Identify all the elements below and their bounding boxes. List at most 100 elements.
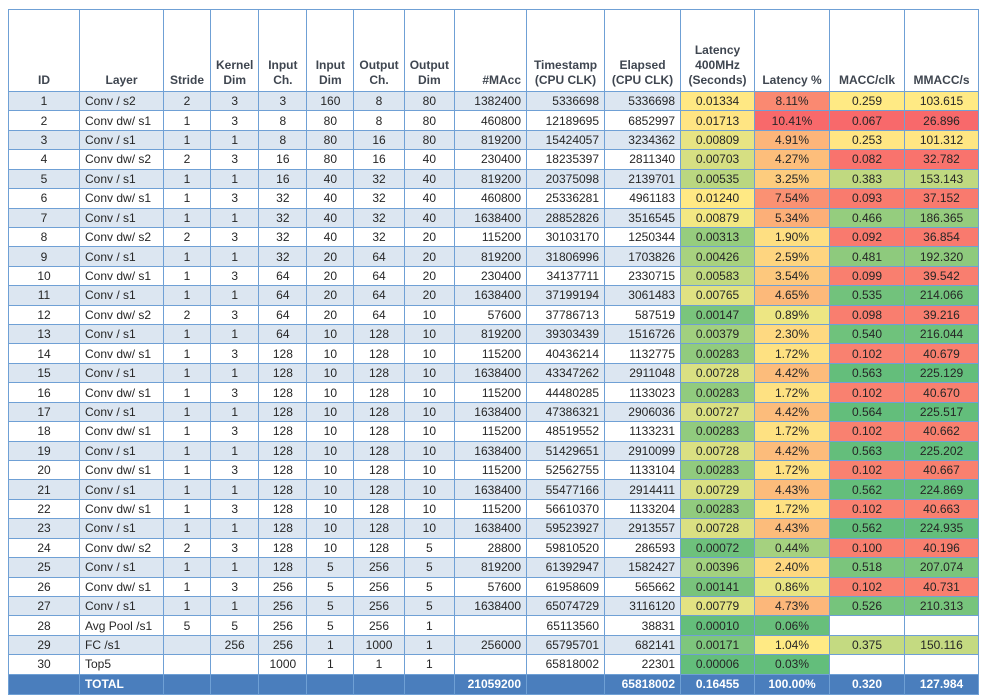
cell-elapsed[interactable]: 1250344 xyxy=(604,226,682,248)
cell-input-dim[interactable]: 10 xyxy=(306,440,355,462)
cell-macc-per-clk[interactable]: 0.562 xyxy=(829,518,906,539)
cell-layer[interactable]: Conv dw/ s1 xyxy=(79,265,164,287)
cell-mmacc-per-s[interactable]: 40.662 xyxy=(904,421,980,442)
cell-stride[interactable]: 2 xyxy=(163,537,211,559)
cell-layer[interactable]: Conv / s1 xyxy=(79,518,164,539)
cell-latency-pct[interactable]: 4.42% xyxy=(754,440,831,462)
cell-output-dim[interactable]: 5 xyxy=(403,576,456,597)
cell-macc[interactable]: 460800 xyxy=(454,110,528,131)
cell-mmacc-per-s[interactable]: 40.731 xyxy=(904,576,980,597)
cell-id[interactable]: 2 xyxy=(8,110,80,131)
cell-kernel-dim[interactable]: 256 xyxy=(209,634,260,656)
cell-stride[interactable]: 1 xyxy=(163,265,211,287)
cell-kernel-dim[interactable]: 3 xyxy=(209,149,260,170)
cell-input-ch[interactable]: 8 xyxy=(258,129,308,151)
cell-layer[interactable]: Conv / s1 xyxy=(79,362,164,384)
cell-macc[interactable]: 1638400 xyxy=(454,401,528,423)
cell-stride[interactable] xyxy=(163,654,211,675)
cell-latency-pct[interactable]: 4.43% xyxy=(754,479,831,500)
cell-id[interactable]: 15 xyxy=(8,362,80,384)
cell-macc[interactable]: 819200 xyxy=(454,324,528,345)
cell-latency-pct[interactable]: 3.54% xyxy=(754,265,831,287)
cell-input-ch[interactable]: 128 xyxy=(258,401,308,423)
cell-output-ch[interactable]: 256 xyxy=(353,576,405,597)
cell-kernel-dim[interactable]: 1 xyxy=(209,324,260,345)
cell-stride[interactable]: 1 xyxy=(163,246,211,267)
cell-output-dim[interactable]: 40 xyxy=(403,168,456,190)
cell-output-ch[interactable]: 128 xyxy=(353,498,405,520)
total-cell-macc[interactable]: 21059200 xyxy=(454,673,528,695)
cell-input-ch[interactable]: 64 xyxy=(258,324,308,345)
cell-output-dim[interactable]: 40 xyxy=(403,207,456,228)
cell-output-ch[interactable]: 128 xyxy=(353,460,405,481)
cell-kernel-dim[interactable]: 3 xyxy=(209,421,260,442)
cell-id[interactable]: 14 xyxy=(8,343,80,364)
cell-id[interactable]: 13 xyxy=(8,324,80,345)
cell-stride[interactable]: 1 xyxy=(163,576,211,597)
cell-elapsed[interactable]: 22301 xyxy=(604,654,682,675)
cell-timestamp[interactable]: 30103170 xyxy=(526,226,606,248)
cell-input-dim[interactable]: 10 xyxy=(306,343,355,364)
cell-output-dim[interactable]: 10 xyxy=(403,401,456,423)
cell-input-dim[interactable]: 5 xyxy=(306,557,355,578)
column-header-macc[interactable]: #MAcc xyxy=(454,9,528,92)
column-header-input-ch[interactable]: Input Ch. xyxy=(258,9,308,92)
cell-macc[interactable]: 115200 xyxy=(454,460,528,481)
cell-latency-pct[interactable]: 1.72% xyxy=(754,343,831,364)
cell-timestamp[interactable]: 59810520 xyxy=(526,537,606,559)
cell-latency-seconds[interactable]: 0.00728 xyxy=(680,440,756,462)
cell-elapsed[interactable]: 2139701 xyxy=(604,168,682,190)
cell-id[interactable]: 19 xyxy=(8,440,80,462)
total-cell-elapsed[interactable]: 65818002 xyxy=(604,673,682,695)
cell-kernel-dim[interactable]: 1 xyxy=(209,440,260,462)
column-header-layer[interactable]: Layer xyxy=(79,9,164,92)
cell-macc[interactable]: 1638400 xyxy=(454,595,528,617)
cell-latency-seconds[interactable]: 0.00728 xyxy=(680,362,756,384)
cell-kernel-dim[interactable]: 3 xyxy=(209,304,260,326)
cell-latency-seconds[interactable]: 0.00147 xyxy=(680,304,756,326)
cell-id[interactable]: 6 xyxy=(8,188,80,209)
cell-output-ch[interactable]: 128 xyxy=(353,537,405,559)
cell-stride[interactable]: 1 xyxy=(163,382,211,403)
cell-elapsed[interactable]: 2811340 xyxy=(604,149,682,170)
cell-stride[interactable]: 1 xyxy=(163,285,211,306)
cell-latency-pct[interactable]: 4.42% xyxy=(754,401,831,423)
cell-macc[interactable]: 230400 xyxy=(454,149,528,170)
cell-input-dim[interactable]: 10 xyxy=(306,498,355,520)
cell-output-dim[interactable]: 5 xyxy=(403,537,456,559)
cell-mmacc-per-s[interactable]: 40.196 xyxy=(904,537,980,559)
cell-stride[interactable]: 1 xyxy=(163,440,211,462)
cell-macc[interactable] xyxy=(454,615,528,636)
cell-output-dim[interactable]: 20 xyxy=(403,246,456,267)
cell-latency-seconds[interactable]: 0.00703 xyxy=(680,149,756,170)
column-header-mmacc-per-s[interactable]: MMACC/s xyxy=(904,9,980,92)
cell-input-dim[interactable]: 1 xyxy=(306,634,355,656)
cell-timestamp[interactable]: 56610370 xyxy=(526,498,606,520)
cell-kernel-dim[interactable]: 3 xyxy=(209,537,260,559)
total-cell-timestamp[interactable] xyxy=(526,673,606,695)
cell-layer[interactable]: Conv / s1 xyxy=(79,207,164,228)
cell-elapsed[interactable]: 38831 xyxy=(604,615,682,636)
cell-mmacc-per-s[interactable]: 186.365 xyxy=(904,207,980,228)
cell-timestamp[interactable]: 12189695 xyxy=(526,110,606,131)
cell-kernel-dim[interactable]: 5 xyxy=(209,615,260,636)
cell-latency-seconds[interactable]: 0.00141 xyxy=(680,576,756,597)
cell-latency-pct[interactable]: 7.54% xyxy=(754,188,831,209)
cell-mmacc-per-s[interactable]: 32.782 xyxy=(904,149,980,170)
cell-id[interactable]: 9 xyxy=(8,246,80,267)
cell-latency-pct[interactable]: 2.59% xyxy=(754,246,831,267)
cell-stride[interactable]: 1 xyxy=(163,460,211,481)
cell-elapsed[interactable]: 1133023 xyxy=(604,382,682,403)
cell-id[interactable]: 11 xyxy=(8,285,80,306)
cell-macc-per-clk[interactable]: 0.082 xyxy=(829,149,906,170)
cell-stride[interactable]: 1 xyxy=(163,518,211,539)
cell-macc[interactable]: 28800 xyxy=(454,537,528,559)
cell-output-ch[interactable]: 128 xyxy=(353,382,405,403)
cell-id[interactable]: 26 xyxy=(8,576,80,597)
cell-macc-per-clk[interactable]: 0.466 xyxy=(829,207,906,228)
cell-input-ch[interactable]: 128 xyxy=(258,537,308,559)
cell-elapsed[interactable]: 1132775 xyxy=(604,343,682,364)
cell-output-dim[interactable]: 5 xyxy=(403,595,456,617)
cell-layer[interactable]: Conv dw/ s1 xyxy=(79,460,164,481)
cell-mmacc-per-s[interactable]: 225.202 xyxy=(904,440,980,462)
